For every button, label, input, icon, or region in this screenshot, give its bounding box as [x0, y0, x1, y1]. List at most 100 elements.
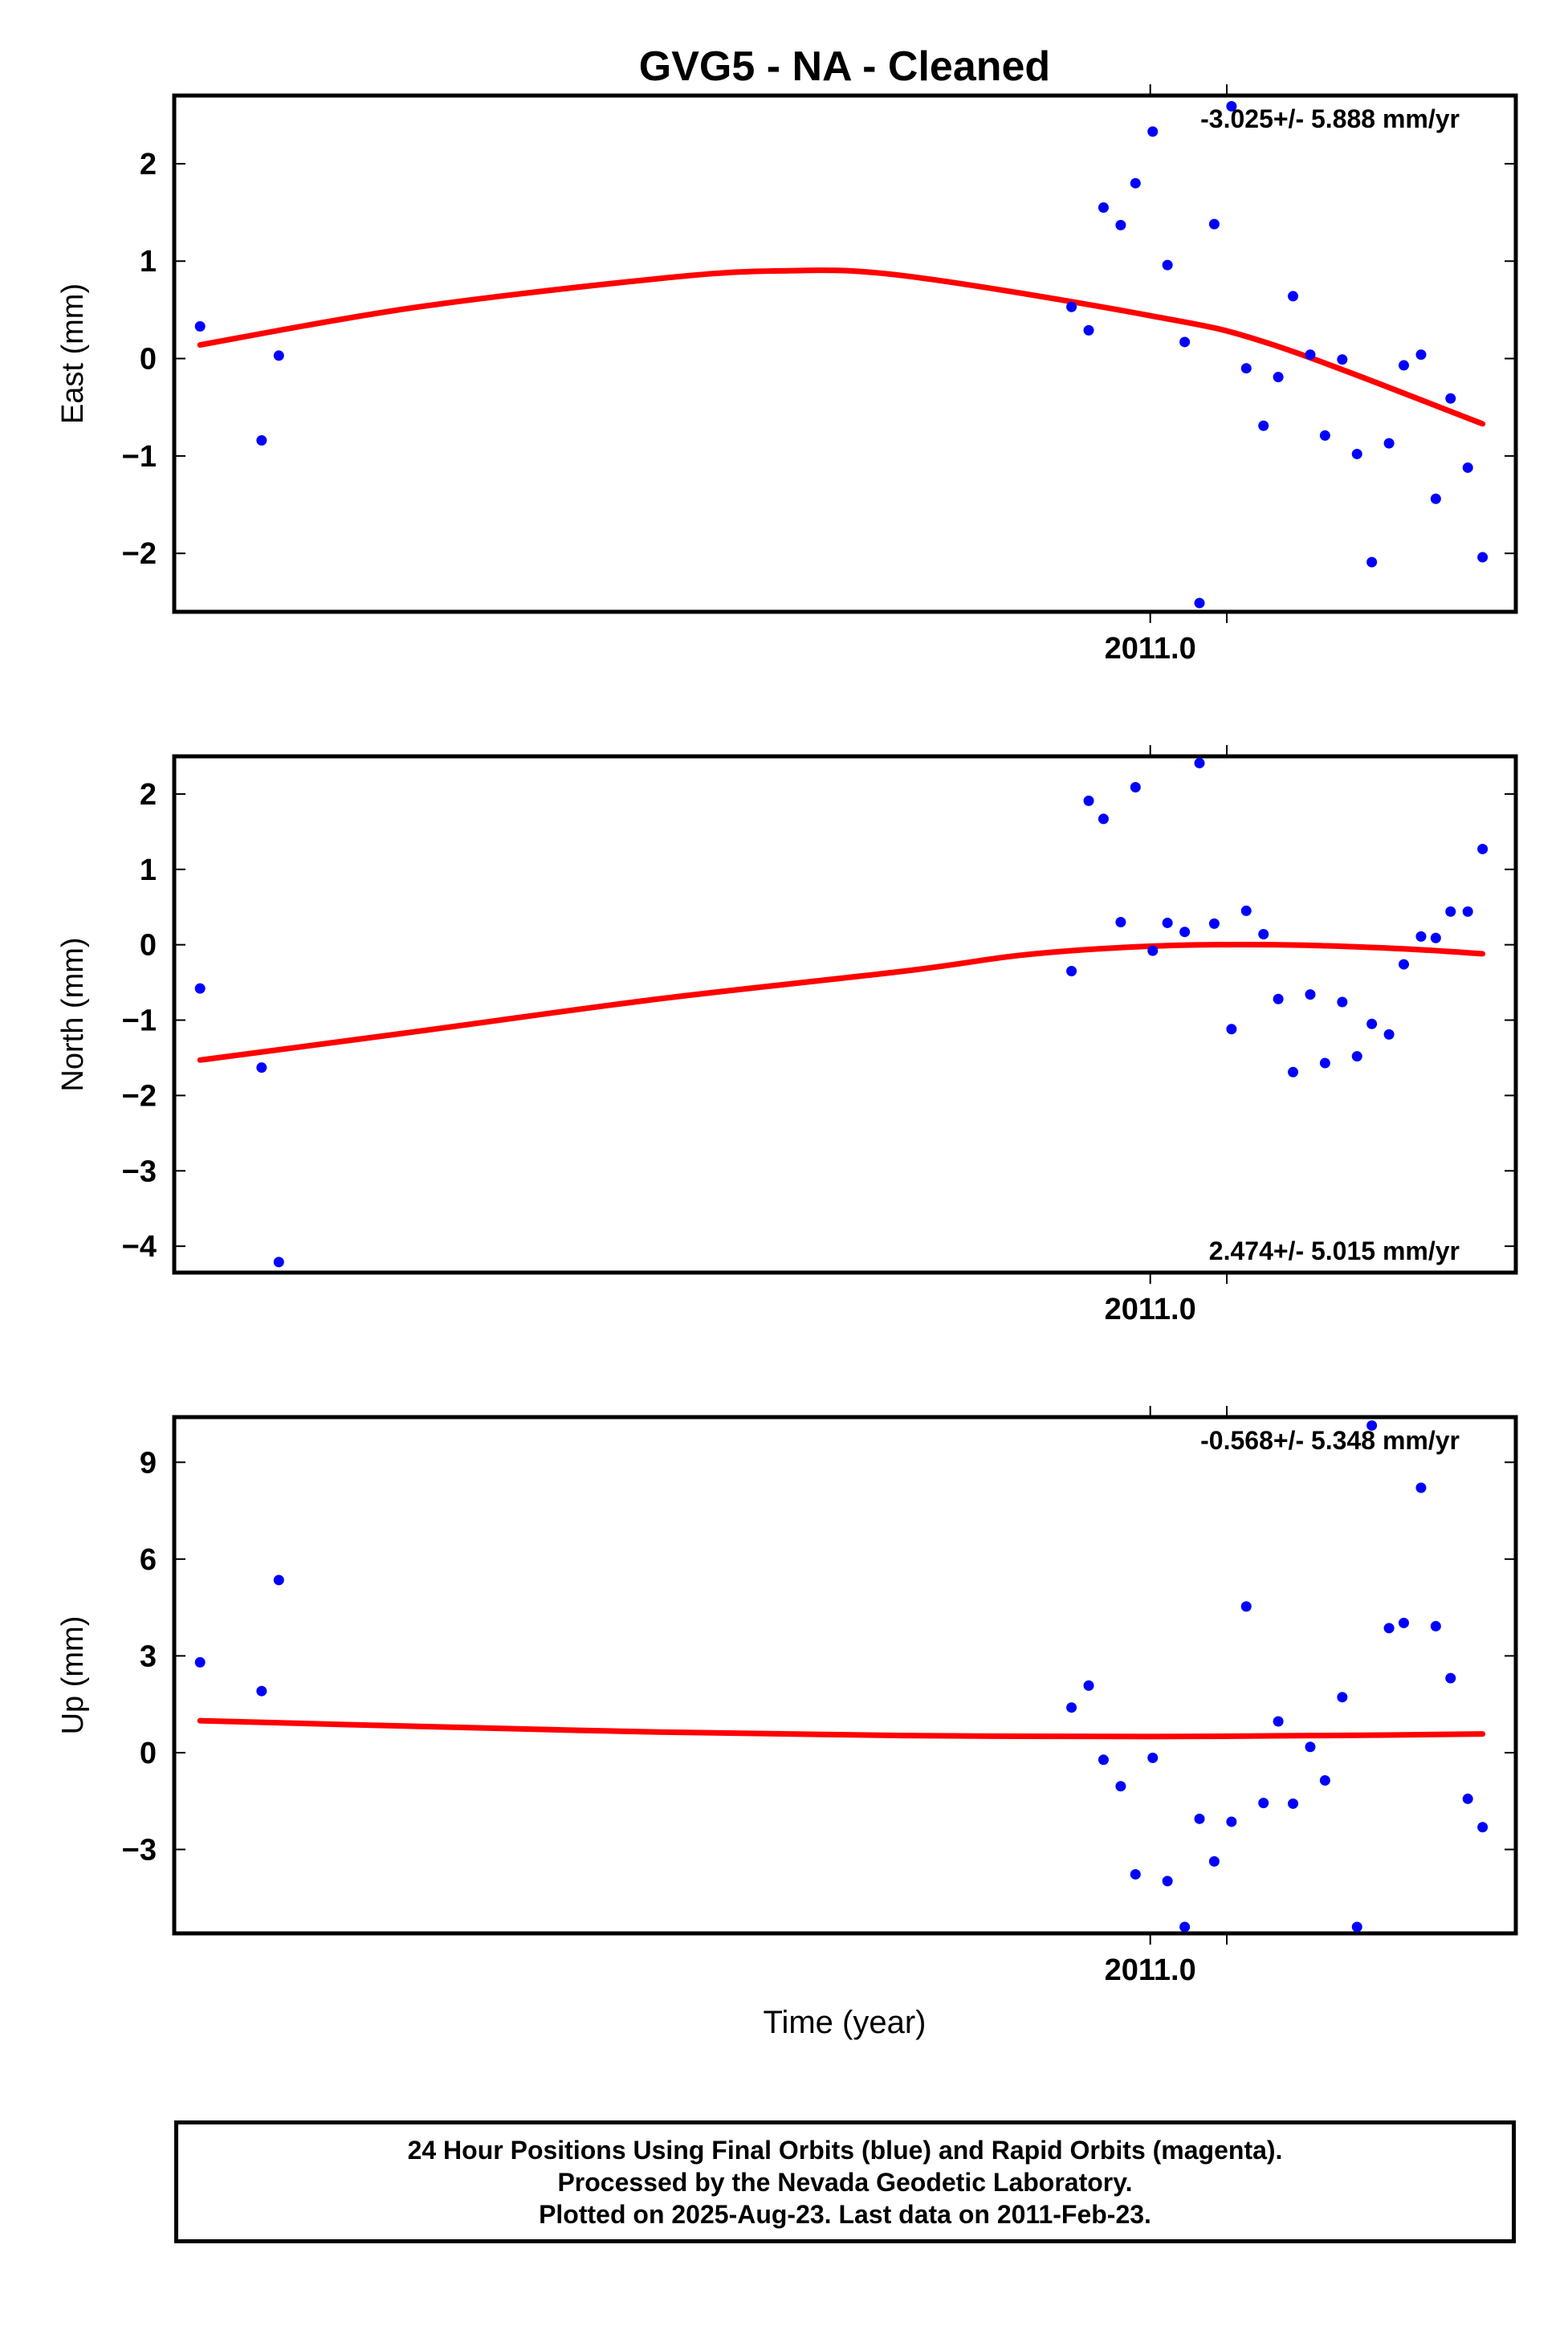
east-rate-annotation: -3.025+/- 5.888 mm/yr — [1200, 104, 1460, 133]
east-ytick-label: 2 — [140, 148, 157, 181]
up-data-point — [1098, 1754, 1109, 1766]
north-data-point — [1305, 989, 1316, 1000]
north-data-point — [1398, 959, 1409, 970]
north-data-point — [1083, 795, 1094, 806]
up-data-point — [1147, 1752, 1159, 1763]
north-data-point — [1319, 1057, 1330, 1069]
up-panel: −3 0 3 6 9 2011.0 Up (mm) -0.568+/- 5.348 mm/yr — [56, 1406, 1518, 1987]
north-data-point — [1477, 843, 1489, 854]
up-data-point — [1115, 1781, 1126, 1792]
east-panel: −2 −1 0 1 2 2011.0 East (mm) -3.025+/- 5.888 mm… — [56, 84, 1518, 666]
up-ytick-label: −3 — [122, 1834, 157, 1868]
north-data-point — [1179, 927, 1191, 938]
up-ytick-label: 6 — [140, 1543, 157, 1577]
east-data-point — [1098, 202, 1109, 214]
east-plot-frame — [172, 93, 1518, 614]
north-panel: −4 −3 −2 −1 0 1 2 2011.0 North (mm) 2.474+/- 5.01… — [56, 745, 1518, 1326]
east-data-point — [1319, 430, 1330, 441]
east-data-point — [1383, 438, 1395, 449]
up-data-point — [1366, 1420, 1378, 1431]
east-fit-line — [197, 267, 1486, 427]
east-data-layer — [194, 100, 1489, 609]
east-data-point — [1351, 448, 1362, 459]
east-data-point — [1115, 219, 1126, 230]
up-data-point — [1319, 1775, 1330, 1786]
east-data-point — [256, 434, 267, 446]
x-axis-label: Time (year) — [764, 2005, 927, 2040]
east-data-point — [1445, 393, 1456, 404]
north-rate-annotation: 2.474+/- 5.015 mm/yr — [1209, 1236, 1460, 1265]
up-plot-frame — [172, 1415, 1518, 1936]
up-data-layer — [194, 1420, 1489, 1933]
up-rate-annotation: -0.568+/- 5.348 mm/yr — [1200, 1426, 1460, 1455]
north-data-point — [1115, 917, 1126, 928]
east-data-point — [1273, 372, 1284, 383]
east-data-point — [1430, 493, 1441, 504]
east-data-point — [1288, 291, 1299, 302]
east-ytick-label: 1 — [140, 245, 157, 279]
up-data-point — [194, 1656, 206, 1668]
east-data-point — [1240, 363, 1252, 374]
north-data-layer — [194, 757, 1489, 1268]
up-data-point — [1179, 1921, 1191, 1933]
east-data-point — [1162, 259, 1173, 271]
up-ytick-label: 9 — [140, 1446, 157, 1480]
up-data-point — [256, 1685, 267, 1697]
up-ytick-label: 0 — [140, 1737, 157, 1770]
up-data-point — [1430, 1620, 1441, 1631]
up-data-point — [1226, 1816, 1237, 1827]
north-data-point — [1194, 757, 1205, 768]
up-data-point — [1477, 1822, 1489, 1833]
east-data-point — [1179, 336, 1191, 348]
east-data-point — [1366, 556, 1378, 568]
north-y-axis-label: North (mm) — [56, 937, 90, 1091]
up-data-point — [1288, 1798, 1299, 1809]
north-ytick-label: 1 — [140, 853, 157, 887]
north-data-point — [1273, 993, 1284, 1004]
up-data-point — [1383, 1623, 1395, 1634]
north-data-point — [273, 1257, 284, 1268]
up-data-point — [1445, 1672, 1456, 1684]
north-data-point — [1383, 1029, 1395, 1040]
north-data-point — [1147, 945, 1159, 956]
north-data-point — [1430, 932, 1441, 943]
north-data-point — [1366, 1018, 1378, 1029]
north-ytick-label: 2 — [140, 778, 157, 812]
footer-caption-box: 24 Hour Positions Using Final Orbits (bl… — [174, 2120, 1516, 2243]
east-data-point — [194, 321, 206, 332]
north-fit-line — [197, 941, 1486, 1063]
east-data-point — [1305, 349, 1316, 360]
east-ytick-label: −2 — [122, 537, 157, 571]
up-data-point — [1240, 1601, 1252, 1612]
east-data-point — [1477, 552, 1489, 563]
east-data-point — [1147, 126, 1159, 137]
up-data-point — [1398, 1617, 1409, 1628]
up-xtick-label: 2011.0 — [1105, 1953, 1196, 1987]
north-ytick-label: −1 — [122, 1004, 157, 1038]
north-ytick-label: −2 — [122, 1079, 157, 1113]
up-fit-line — [197, 1717, 1486, 1740]
east-data-point — [1415, 349, 1427, 360]
up-data-point — [1337, 1692, 1348, 1703]
east-ytick-label: −1 — [122, 440, 157, 474]
up-data-point — [1351, 1921, 1362, 1933]
east-data-point — [1208, 218, 1220, 230]
east-data-point — [1398, 360, 1409, 371]
up-data-point — [1130, 1868, 1141, 1880]
up-y-axis-label: Up (mm) — [56, 1616, 90, 1735]
north-data-point — [1258, 929, 1269, 940]
up-data-point — [1208, 1855, 1220, 1867]
east-data-point — [1194, 597, 1205, 609]
north-data-point — [1240, 905, 1252, 916]
north-data-point — [194, 983, 206, 994]
up-data-point — [1162, 1876, 1173, 1887]
footer-line-2: Processed by the Nevada Geodetic Laborat… — [557, 2167, 1133, 2197]
east-data-point — [1066, 301, 1077, 312]
north-ytick-label: −4 — [122, 1230, 157, 1264]
figure-title: GVG5 - NA - Cleaned — [639, 43, 1050, 90]
north-data-point — [1130, 781, 1141, 792]
north-data-point — [1445, 906, 1456, 917]
up-data-point — [1273, 1716, 1284, 1727]
up-data-point — [1258, 1798, 1269, 1809]
